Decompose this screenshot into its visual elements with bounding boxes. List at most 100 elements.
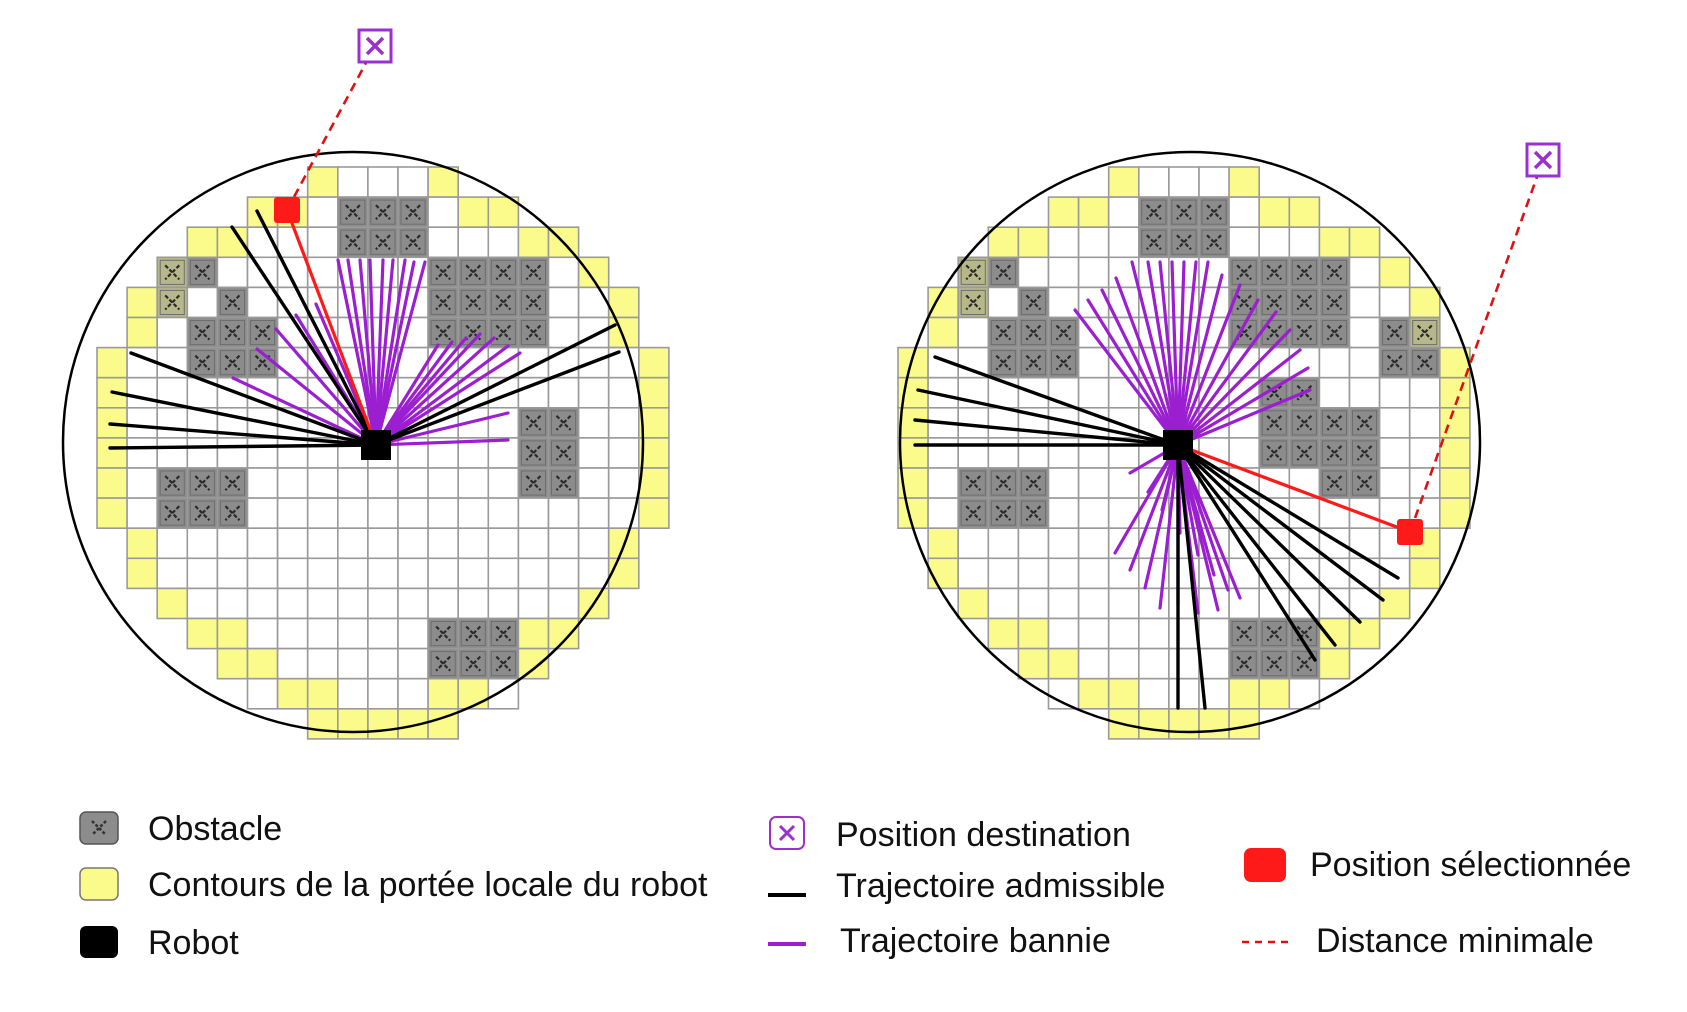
obstacle-cross-icon: [1236, 264, 1252, 281]
grid-cell: [1408, 376, 1441, 409]
grid-cell: [1258, 467, 1291, 499]
grid-cell: [1138, 587, 1170, 620]
grid-cell: [246, 557, 279, 590]
legend-item-admissible: Trajectoire admissible: [768, 867, 1165, 905]
grid-cell: [487, 226, 520, 259]
obstacle-cross-icon: [1146, 234, 1162, 251]
obstacle-legend-icon: [79, 811, 119, 845]
contour-cell: [577, 256, 610, 289]
banned-trajectory: [374, 260, 416, 447]
obstacle-inner-frame: [250, 320, 276, 346]
grid-cell: [1107, 527, 1140, 560]
contour-cell: [96, 467, 128, 499]
obstacle-inner-frame: [1261, 621, 1287, 647]
grid-cell: [1047, 467, 1080, 499]
obstacle-inner-frame: [219, 350, 245, 376]
grid-cell: [186, 527, 219, 560]
grid-cell: [397, 677, 429, 710]
grid-cell: [547, 286, 580, 319]
contour-cell: [637, 497, 670, 530]
grid-cells: [897, 166, 1471, 740]
grid-cell: [216, 256, 249, 289]
local-range-circle: [61, 150, 645, 734]
obstacle-cross-icon: [1416, 324, 1433, 341]
obstacle-inner-frame: [159, 500, 185, 526]
legend-label-contour: Contours de la portée locale du robot: [148, 866, 708, 904]
obstacle-inner-frame: [159, 289, 185, 315]
grid-cell: [1017, 557, 1050, 590]
banned-trajectory: [274, 327, 378, 447]
trajectory-rays: [108, 209, 621, 450]
grid-cell: [306, 497, 339, 530]
obstacle-cross-icon: [1146, 204, 1162, 220]
grid-cell: [186, 437, 219, 469]
obstacle-cross-icon: [995, 475, 1012, 491]
obstacle-inner-frame: [1020, 500, 1047, 526]
contour-cell: [126, 286, 158, 319]
banned-trajectory: [1086, 298, 1180, 447]
banned-trajectory: [1100, 288, 1180, 447]
obstacle-inner-frame: [1321, 259, 1348, 285]
grid-cell: [1288, 557, 1321, 590]
obstacle-cross-icon: [194, 264, 211, 281]
obstacle-cross-icon: [1356, 445, 1373, 461]
grid-cell: [547, 587, 580, 620]
obstacle-inner-frame: [490, 259, 516, 285]
grid-cell: [246, 497, 279, 530]
contour-cell: [336, 707, 369, 740]
grid-cell: [457, 497, 490, 530]
grid-cell: [487, 527, 520, 560]
grid-cell: [156, 406, 189, 439]
obstacle-cross-icon: [1266, 324, 1283, 341]
grid-cell: [1138, 256, 1170, 289]
legend-item-robot: Robot: [80, 924, 239, 962]
grid-cell: [957, 527, 990, 560]
contour-cell: [957, 587, 990, 620]
grid-cell: [306, 196, 339, 229]
obstacle-cross-icon: [995, 505, 1012, 521]
grid-cell: [457, 226, 490, 259]
grid-cell: [517, 557, 550, 590]
grid-cell: [1107, 196, 1140, 229]
grid-cell: [517, 527, 550, 560]
admissible-trajectory: [913, 418, 1180, 447]
contour-cell: [1047, 647, 1080, 680]
grid-cell: [1047, 557, 1080, 590]
obstacle-inner-frame: [490, 289, 516, 315]
contour-cell: [1017, 617, 1050, 650]
grid-cell: [427, 467, 460, 499]
grid-cell: [216, 527, 249, 560]
contour-cell: [186, 226, 219, 259]
grid-cell: [156, 316, 189, 349]
grid-cell: [1378, 557, 1411, 590]
grid-cell: [547, 376, 580, 409]
grid-cell: [306, 527, 339, 560]
grid-cell: [1378, 376, 1411, 409]
banned-trajectory: [1143, 443, 1180, 590]
grid-cell: [1107, 467, 1140, 499]
grid-cell: [1107, 497, 1140, 530]
grid-cell: [1348, 376, 1381, 409]
grid-cell: [216, 437, 249, 469]
obstacle-inner-frame: [490, 320, 516, 346]
contour-cell: [1107, 166, 1140, 198]
obstacle-inner-frame: [1352, 470, 1378, 496]
obstacle-cross-icon: [224, 505, 241, 521]
contour-cell: [306, 707, 339, 740]
obstacle-inner-frame: [1020, 470, 1047, 496]
obstacle-inner-frame: [370, 199, 396, 225]
obstacle-cross-icon: [525, 264, 542, 281]
contour-cell: [1288, 196, 1321, 229]
obstacle-cross-icon: [1236, 655, 1252, 672]
obstacle-cross-icon: [465, 324, 482, 341]
banned-trajectory: [1176, 348, 1302, 447]
obstacle-inner-frame: [430, 621, 456, 647]
contour-cell: [1017, 647, 1050, 680]
grid-cell: [306, 437, 339, 469]
admissible-trajectory: [1176, 443, 1337, 647]
obstacle-cross-icon: [1025, 475, 1042, 491]
obstacle-cross-icon: [435, 655, 451, 672]
robot-marker: [1163, 430, 1193, 460]
contour-cell: [1047, 196, 1080, 229]
grid-cell: [246, 587, 279, 620]
